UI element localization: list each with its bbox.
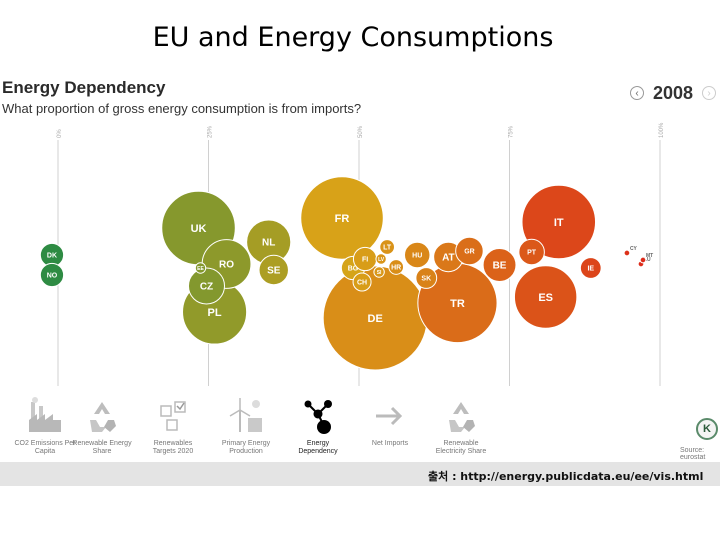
nav-label-energy-dependency: Energy Dependency <box>298 440 338 455</box>
bubble-label-de: DE <box>368 313 383 325</box>
nav-item-targets[interactable]: Renewables Targets 2020 <box>128 396 218 456</box>
bubble-label-si: SI <box>377 270 382 276</box>
bubble-ch[interactable] <box>352 272 372 292</box>
year-label: 2008 <box>653 83 694 103</box>
bubble-lv[interactable] <box>375 253 387 265</box>
bubble-sk[interactable] <box>415 267 438 289</box>
bubble-mt[interactable] <box>639 256 647 264</box>
nav-label-renewable-share: Renewable Energy Share <box>72 440 132 455</box>
bubble-si[interactable] <box>373 266 385 278</box>
previous-year-icon[interactable]: ‹ <box>630 86 644 100</box>
nav-label-renewable-electricity: Renewable Electricity Share <box>435 440 487 455</box>
bubble-label-dk: DK <box>47 252 57 259</box>
bubble-label-cz: CZ <box>200 282 213 293</box>
bubble-label-hu: HU <box>412 252 422 259</box>
x-tick-label-2: 50% <box>358 125 364 138</box>
bubble-label-fi: FI <box>362 256 368 263</box>
bubble-label-ro: RO <box>219 260 234 271</box>
bubble-label-uk: UK <box>191 223 207 235</box>
bubble-label-ee: EE <box>197 266 204 272</box>
bubble-label-it: IT <box>554 217 564 229</box>
bubble-ee[interactable] <box>194 262 207 274</box>
bubble-label-gr: GR <box>464 248 475 255</box>
nav-item-energy-dependency[interactable]: Energy Dependency <box>273 396 363 456</box>
bubble-label-hr: HR <box>391 264 401 271</box>
bubble-cz[interactable] <box>187 267 226 305</box>
bubble-no[interactable] <box>39 262 65 288</box>
nav-item-net-imports[interactable]: Net Imports <box>345 396 435 448</box>
nav-item-renewable-electricity[interactable]: Renewable Electricity Share <box>416 396 506 456</box>
bubble-hu[interactable] <box>404 241 431 269</box>
nav-label-co2: CO2 Emissions Per Capita <box>14 440 76 455</box>
bubble-cy[interactable] <box>623 249 631 257</box>
bubble-lt[interactable] <box>379 239 395 255</box>
source-caption: 출처 : http://energy.publicdata.eu/ee/vis.… <box>428 470 704 483</box>
source-label: Source: eurostat <box>680 447 706 461</box>
bubble-es[interactable] <box>513 265 578 329</box>
slide-title: EU and Energy Consumptions <box>152 22 554 53</box>
x-tick-label-3: 75% <box>509 125 515 138</box>
bubble-label-es: ES <box>538 292 553 304</box>
eurostat-logo-icon[interactable]: K <box>696 418 718 440</box>
bubble-chart: 0% 25% 50% 75% 100% DE FR TR UK IT PL ES RO NL CZ BE SE… <box>39 122 665 386</box>
x-tick-label-4: 100% <box>659 122 665 138</box>
nav-label-targets: Renewables Targets 2020 <box>152 440 194 455</box>
bubble-label-cy: CY <box>630 246 638 252</box>
x-tick-label-0: 0% <box>57 129 63 138</box>
bubble-label-tr: TR <box>450 298 465 310</box>
bubble-gr[interactable] <box>455 236 484 266</box>
x-tick-label-1: 25% <box>208 125 214 138</box>
recycle-icon <box>90 402 116 432</box>
arrow-icon <box>376 406 403 426</box>
wind-turbine-icon <box>229 398 262 432</box>
nav-item-renewable-share[interactable]: Renewable Energy Share <box>57 396 147 456</box>
year-navigator: ‹ 2008 › <box>628 82 718 106</box>
factory-icon <box>29 397 61 432</box>
bubble-pt[interactable] <box>518 238 545 266</box>
bubble-label-at: AT <box>442 253 455 264</box>
checklist-icon <box>160 401 186 431</box>
bubble-label-pt: PT <box>527 249 537 256</box>
bubble-label-pl: PL <box>208 307 222 319</box>
bubble-ie[interactable] <box>579 257 602 279</box>
bubble-label-se: SE <box>267 266 281 277</box>
recycle-icon <box>449 402 475 432</box>
bubble-se[interactable] <box>258 254 289 286</box>
bubble-label-lt: LT <box>383 244 392 251</box>
bubble-it[interactable] <box>521 184 597 260</box>
bubble-label-ch: CH <box>357 279 367 286</box>
bubble-label-mt: MT <box>646 253 653 259</box>
nav-item-primary-production[interactable]: Primary Energy Production <box>201 396 291 456</box>
network-icon <box>304 400 332 434</box>
nav-label-primary-production: Primary Energy Production <box>221 440 271 455</box>
chart-subtitle: What proportion of gross energy consumpt… <box>2 101 362 116</box>
nav-item-co2[interactable]: CO2 Emissions Per Capita <box>0 396 90 456</box>
bubble-label-nl: NL <box>262 238 275 249</box>
bubble-label-sk: SK <box>421 275 431 282</box>
chart-title: Energy Dependency <box>2 78 166 97</box>
bubble-label-ie: IE <box>587 265 594 272</box>
bubble-label-no: NO <box>47 272 58 279</box>
bubble-fr[interactable] <box>300 176 384 260</box>
bubble-label-lv: LV <box>378 257 385 263</box>
footer-bar <box>0 462 720 486</box>
nav-label-net-imports: Net Imports <box>371 440 409 447</box>
bubble-label-bg: BG <box>348 265 359 272</box>
bubble-label-fr: FR <box>335 213 350 225</box>
indicator-nav: CO2 Emissions Per Capita Renewable Energy… <box>0 396 720 460</box>
bubble-label-lu: LU <box>644 257 651 263</box>
next-year-icon[interactable]: › <box>702 86 716 100</box>
bubble-label-be: BE <box>493 261 507 272</box>
bubble-be[interactable] <box>482 248 517 282</box>
bubble-hr[interactable] <box>388 259 405 275</box>
